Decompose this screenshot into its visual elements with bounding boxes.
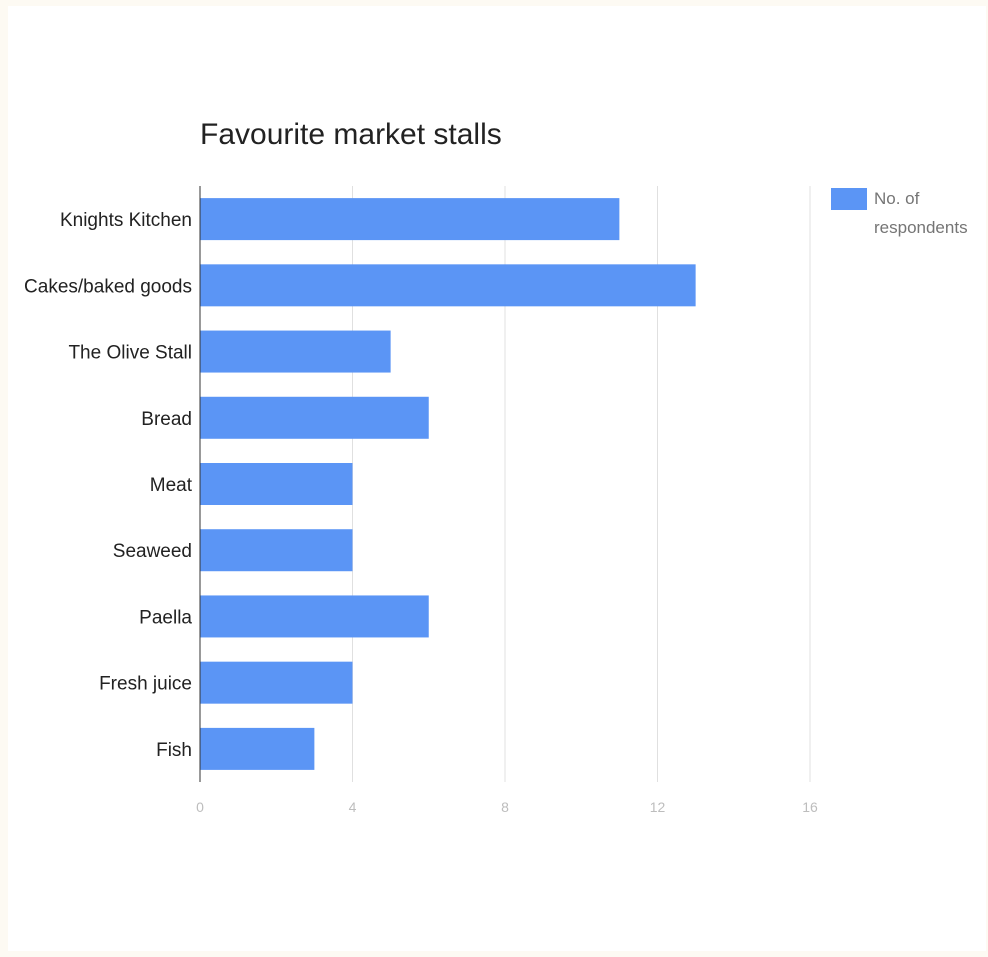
category-label: The Olive Stall bbox=[68, 343, 192, 364]
category-label: Bread bbox=[141, 409, 192, 430]
bar bbox=[200, 595, 429, 638]
x-tick-label: 16 bbox=[802, 799, 818, 815]
chart-frame: Favourite market stalls Knights Kitchen C… bbox=[8, 6, 986, 951]
bar bbox=[200, 264, 696, 307]
legend-swatch bbox=[831, 188, 867, 210]
legend-label: No. of respondents bbox=[874, 189, 968, 237]
x-tick-label: 12 bbox=[650, 799, 666, 815]
category-label: Cakes/baked goods bbox=[24, 276, 192, 297]
legend: No. of respondents bbox=[831, 188, 968, 237]
category-label: Paella bbox=[139, 607, 192, 628]
bar bbox=[200, 727, 315, 770]
category-label: Meat bbox=[150, 475, 193, 496]
x-tick-label: 4 bbox=[349, 799, 357, 815]
bar bbox=[200, 463, 353, 505]
bar-chart: Favourite market stalls Knights Kitchen C… bbox=[24, 118, 968, 815]
legend-label-line-1: No. of bbox=[874, 189, 920, 208]
category-label: Fish bbox=[156, 740, 192, 761]
bar bbox=[200, 198, 620, 241]
x-tick-labels: 0 4 8 12 16 bbox=[196, 799, 818, 815]
bar bbox=[200, 396, 429, 439]
category-label: Knights Kitchen bbox=[60, 210, 192, 231]
x-tick-label: 0 bbox=[196, 799, 204, 815]
bar bbox=[200, 529, 353, 572]
category-labels: Knights Kitchen Cakes/baked goods The Oliv… bbox=[24, 210, 193, 761]
legend-label-line-2: respondents bbox=[874, 218, 968, 237]
category-label: Fresh juice bbox=[99, 674, 192, 695]
category-label: Seaweed bbox=[113, 541, 192, 562]
bar bbox=[200, 330, 391, 373]
x-tick-label: 8 bbox=[501, 799, 509, 815]
bars bbox=[200, 198, 696, 770]
bar bbox=[200, 661, 353, 704]
chart-title: Favourite market stalls bbox=[200, 118, 502, 151]
